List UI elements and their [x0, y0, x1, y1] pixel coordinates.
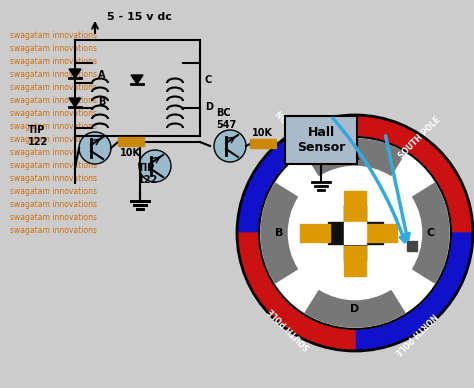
Bar	[344, 208, 366, 212]
Bar	[344, 218, 366, 221]
Bar	[300, 224, 303, 242]
Text: swagatam innovations: swagatam innovations	[10, 31, 97, 40]
Wedge shape	[237, 115, 355, 233]
Bar	[318, 224, 321, 242]
Text: swagatam innovations: swagatam innovations	[10, 161, 97, 170]
Wedge shape	[413, 183, 449, 283]
Wedge shape	[305, 139, 405, 175]
Bar	[344, 263, 366, 267]
Text: A: A	[98, 70, 106, 80]
Bar	[344, 199, 366, 203]
Bar	[250, 139, 276, 148]
Bar	[344, 191, 366, 194]
Text: A: A	[351, 152, 359, 162]
Bar	[344, 259, 366, 263]
Text: swagatam innovations: swagatam innovations	[10, 96, 97, 105]
Polygon shape	[69, 69, 81, 78]
Text: swagatam innovations: swagatam innovations	[10, 174, 97, 183]
Circle shape	[259, 137, 451, 329]
Text: swagatam innovations: swagatam innovations	[10, 83, 97, 92]
Wedge shape	[237, 233, 355, 351]
Wedge shape	[355, 115, 473, 233]
Bar	[390, 224, 393, 242]
Text: D: D	[205, 102, 213, 112]
Bar	[344, 255, 366, 258]
Bar	[407, 241, 417, 251]
Text: swagatam innovations: swagatam innovations	[10, 57, 97, 66]
Text: NORTH POLE: NORTH POLE	[392, 310, 438, 356]
Circle shape	[139, 150, 171, 182]
Text: swagatam innovations: swagatam innovations	[10, 135, 97, 144]
Bar	[344, 204, 366, 208]
Bar	[385, 224, 389, 242]
Text: NORTH POLE: NORTH POLE	[272, 110, 318, 156]
Bar	[344, 195, 366, 199]
Text: TIP
122: TIP 122	[138, 163, 158, 185]
Text: swagatam innovations: swagatam innovations	[10, 70, 97, 79]
Bar	[394, 224, 398, 242]
Bar	[344, 246, 366, 249]
Text: BC
547: BC 547	[216, 108, 236, 130]
Text: C: C	[427, 228, 435, 238]
Text: SOUTH POLE: SOUTH POLE	[267, 305, 313, 351]
Text: SOUTH POLE: SOUTH POLE	[397, 115, 443, 161]
Text: B: B	[98, 97, 105, 107]
Polygon shape	[131, 75, 143, 84]
Bar	[309, 224, 312, 242]
Wedge shape	[261, 183, 297, 283]
Circle shape	[79, 132, 111, 164]
Bar	[376, 224, 380, 242]
Bar	[304, 224, 308, 242]
Text: Hall
Sensor: Hall Sensor	[297, 126, 345, 154]
Bar	[313, 224, 317, 242]
Text: swagatam innovations: swagatam innovations	[10, 226, 97, 235]
Bar	[328, 222, 383, 244]
Text: TIP
122: TIP 122	[28, 125, 48, 147]
Bar	[285, 116, 357, 164]
Wedge shape	[355, 233, 473, 351]
Text: 10K: 10K	[120, 148, 141, 158]
Bar	[327, 224, 330, 242]
Text: swagatam innovations: swagatam innovations	[10, 44, 97, 53]
Bar	[344, 205, 366, 260]
Bar	[344, 250, 366, 253]
Text: B: B	[275, 228, 283, 238]
Bar	[344, 222, 366, 244]
Text: swagatam innovations: swagatam innovations	[10, 109, 97, 118]
Bar	[344, 272, 366, 276]
Circle shape	[214, 130, 246, 162]
Text: swagatam innovations: swagatam innovations	[10, 148, 97, 157]
Wedge shape	[305, 291, 405, 327]
Text: 10K: 10K	[252, 128, 273, 138]
Bar	[322, 224, 326, 242]
Text: swagatam innovations: swagatam innovations	[10, 122, 97, 131]
Text: D: D	[350, 304, 360, 314]
Bar	[381, 224, 384, 242]
Text: swagatam innovations: swagatam innovations	[10, 187, 97, 196]
Bar	[367, 224, 371, 242]
Bar	[372, 224, 375, 242]
Text: swagatam innovations: swagatam innovations	[10, 200, 97, 209]
Text: 5 - 15 v dc: 5 - 15 v dc	[107, 12, 172, 22]
Bar	[118, 137, 144, 146]
Polygon shape	[69, 98, 81, 107]
Text: swagatam innovations: swagatam innovations	[10, 213, 97, 222]
Bar	[344, 213, 366, 217]
Text: C: C	[205, 75, 212, 85]
Bar	[344, 268, 366, 272]
